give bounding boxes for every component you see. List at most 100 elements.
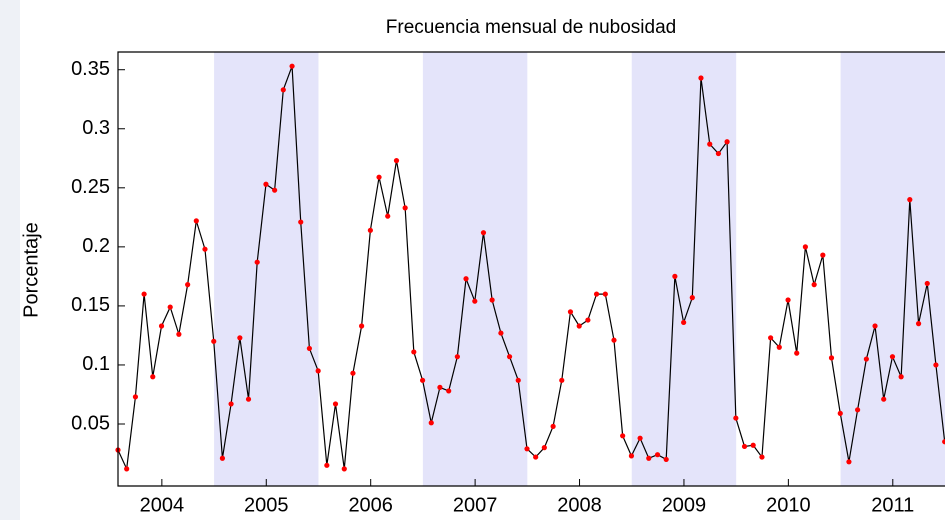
data-point [298,219,304,225]
data-point [820,252,826,258]
data-point [724,139,730,145]
data-point [541,445,547,451]
background-strip [0,0,20,520]
data-point [211,338,217,344]
data-point [480,230,487,236]
data-point [315,368,321,374]
data-line [117,65,945,472]
data-point [367,227,373,233]
data-point [715,150,722,157]
data-point [768,335,774,341]
data-point [550,423,556,429]
data-point [359,323,365,329]
year-band [840,52,945,486]
data-point [576,323,582,329]
data-point [350,370,356,376]
data-point [515,377,521,383]
data-point [289,63,295,69]
data-point [228,401,234,407]
data-point [776,344,782,350]
data-point [437,384,443,390]
data-point [828,355,835,361]
data-point [837,410,843,416]
x-tick-label: 2008 [557,494,602,516]
data-point [663,456,669,463]
axes-frame [117,51,945,487]
data-point [741,443,748,450]
data-point [872,323,878,329]
data-point [167,304,173,310]
year-band [422,52,528,486]
data-point [219,455,226,461]
x-tick-label: 2009 [662,494,707,516]
y-axis-label: Porcentaje [20,222,42,318]
data-point [306,345,313,352]
year-band [631,52,737,486]
data-point [689,295,695,301]
data-point [124,466,130,472]
y-tick-label: 0.2 [82,235,110,257]
data-point [254,259,260,265]
data-point [324,462,330,468]
data-point [802,244,808,250]
x-tick-label: 2010 [766,494,811,516]
data-point [898,374,904,380]
data-point [933,362,939,368]
data-point [863,356,869,362]
data-point [533,454,539,460]
data-point [707,141,713,147]
y-tick-label: 0.3 [82,117,110,139]
data-point [620,433,626,439]
data-point [698,75,704,81]
data-point [454,354,460,360]
data-point [593,291,600,297]
x-tick-label: 2007 [453,494,498,516]
data-point [272,187,278,193]
y-tick-label: 0.05 [71,412,110,434]
data-point [794,350,800,356]
data-point [628,453,635,459]
data-point [846,459,852,465]
data-point [341,466,347,472]
year-band [214,52,319,486]
data-point [524,446,530,452]
data-point [942,439,945,445]
data-point [193,218,199,224]
data-point [889,354,896,360]
data-point [332,401,339,407]
data-point [141,291,147,297]
data-point [237,335,243,341]
data-point [158,323,165,329]
data-point [559,377,565,383]
data-point [472,298,478,304]
y-tick-label: 0.1 [82,353,110,375]
y-tick-label: 0.25 [71,176,110,198]
data-point [263,181,269,187]
data-point [385,213,391,219]
data-point [585,317,591,323]
y-tick-label: 0.35 [71,58,110,80]
data-point [602,291,608,297]
data-point [646,455,652,461]
data-point [376,174,382,180]
data-point [245,396,252,402]
data-point [750,442,756,448]
data-point [881,396,887,402]
data-point [402,205,408,211]
data-point [498,330,504,336]
data-point [759,454,765,460]
data-point [611,337,617,343]
data-point [733,415,739,421]
chart-title: Frecuencia mensual de nubosidad [386,17,676,38]
data-point [907,197,913,203]
data-point [463,276,469,282]
data-point [681,319,687,326]
data-point [393,158,400,164]
data-point [637,435,643,441]
data-point [915,321,922,327]
data-point [176,331,182,337]
x-tick-label: 2004 [140,494,185,516]
data-point [446,388,452,394]
